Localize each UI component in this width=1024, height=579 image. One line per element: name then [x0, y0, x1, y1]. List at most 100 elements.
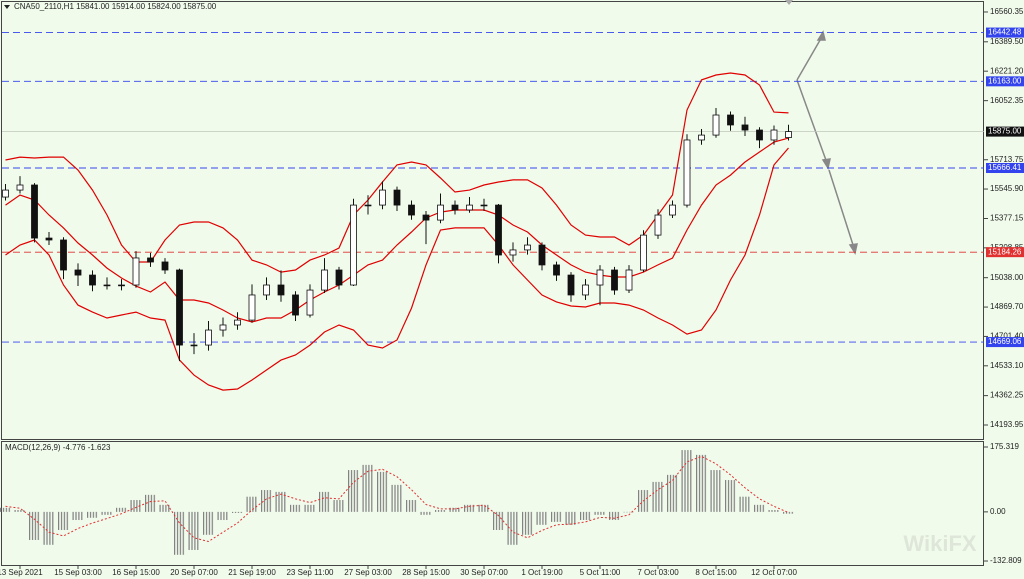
candle-body [306, 289, 314, 316]
last-price-label: 15875.00 [988, 127, 1022, 136]
candle-body [567, 274, 575, 296]
level-label-box [986, 27, 1024, 38]
macd-bar [725, 480, 736, 512]
x-tick-label: 20 Sep 07:00 [170, 568, 218, 577]
candle-body [45, 237, 53, 241]
macd-bar [565, 511, 577, 525]
candle-body [147, 257, 154, 263]
candle-body [89, 274, 96, 286]
y-tick-label: 15713.75 [990, 155, 1024, 164]
y-tick-label: 15545.90 [990, 184, 1024, 193]
candle-body [393, 189, 401, 206]
candle-body [596, 269, 604, 286]
candle-body [118, 284, 125, 287]
macd-bar [449, 507, 461, 512]
x-tick-label: 7 Oct 03:00 [637, 568, 679, 577]
x-tick-label: 30 Sep 07:00 [460, 568, 508, 577]
y-tick-label: 14701.40 [990, 332, 1024, 341]
candle-body [408, 204, 415, 216]
candle-body [553, 264, 560, 276]
candle-body [422, 214, 430, 221]
level-label: 15666.41 [988, 163, 1022, 172]
candle-body [741, 124, 749, 131]
candle-body [582, 284, 589, 296]
candle-body [654, 214, 662, 236]
macd-bar [130, 500, 142, 512]
candle-body [509, 249, 517, 256]
level-label: 16442.48 [988, 28, 1022, 37]
shift-marker [785, 0, 793, 5]
macd-bar [304, 504, 316, 512]
x-tick-label: 1 Oct 19:00 [521, 568, 563, 577]
candle-body [176, 269, 183, 346]
y-tick-label: 14869.70 [990, 302, 1024, 311]
candle-body [219, 324, 227, 331]
macd-bar [72, 511, 84, 521]
macd-bar [58, 511, 69, 531]
macd-bar [232, 511, 243, 513]
x-tick-label: 8 Oct 15:00 [695, 568, 737, 577]
y-tick-label: 16052.35 [990, 96, 1024, 105]
candle-body [524, 244, 531, 251]
macd-bar [217, 511, 229, 521]
bollinger-lower [5, 147, 789, 391]
candle-body [132, 257, 140, 286]
candle-body [277, 284, 285, 296]
y-tick-label: 16221.20 [990, 66, 1024, 75]
y-tick-label: -132.809 [990, 556, 1022, 565]
macd-bar [348, 470, 359, 512]
candle-body [205, 329, 212, 346]
macd-bar [739, 496, 751, 512]
y-tick-label: 0.00 [990, 507, 1006, 516]
candle-body [364, 204, 372, 207]
level-label: 14669.06 [988, 337, 1022, 346]
main-frame [1, 1, 984, 440]
x-tick-label: 21 Sep 19:00 [228, 568, 276, 577]
macd-bar [493, 511, 504, 531]
macd-bar [681, 450, 693, 512]
candle-body [16, 184, 24, 191]
macd-bar [536, 511, 548, 525]
level-label-box [986, 76, 1024, 87]
candle-body [495, 204, 502, 256]
candle-body [669, 204, 676, 216]
y-tick-label: 14533.10 [990, 361, 1024, 370]
macd-bar [319, 491, 330, 512]
macd-bar [594, 511, 606, 515]
x-tick-label: 23 Sep 11:00 [286, 568, 334, 577]
x-tick-label: 28 Sep 15:00 [402, 568, 450, 577]
candle-body [234, 319, 241, 326]
candle-body [437, 204, 444, 221]
chart-title: CNA50_2110,H1 15841.00 15914.00 15824.00… [14, 2, 217, 11]
candle-body [770, 129, 778, 141]
macd-bar [710, 470, 722, 512]
macd-bar [145, 494, 156, 512]
candle-body [161, 261, 169, 271]
macd-bar [754, 504, 765, 512]
macd-bar [333, 500, 345, 512]
macd-bar [275, 491, 287, 512]
candle-body [248, 294, 256, 321]
candle-body [640, 234, 647, 271]
macd-bar [29, 511, 40, 540]
macd-bar [14, 510, 26, 512]
macd-bar [420, 511, 432, 515]
macd-bar [464, 504, 475, 512]
macd-bar [551, 511, 562, 522]
candle-body [103, 284, 111, 287]
candle-body [263, 284, 270, 296]
candle-body [2, 189, 9, 198]
macd-bar [203, 511, 214, 535]
level-label-box [986, 337, 1024, 348]
macd-bar [159, 504, 171, 512]
candle-body [379, 189, 386, 206]
y-tick-label: 16389.50 [990, 37, 1024, 46]
candle-body [292, 294, 299, 316]
macd-bar [43, 511, 55, 545]
macd-bar [261, 490, 272, 512]
y-tick-label: 175.319 [990, 442, 1019, 451]
macd-frame [1, 441, 984, 566]
macd-bar [116, 507, 127, 512]
